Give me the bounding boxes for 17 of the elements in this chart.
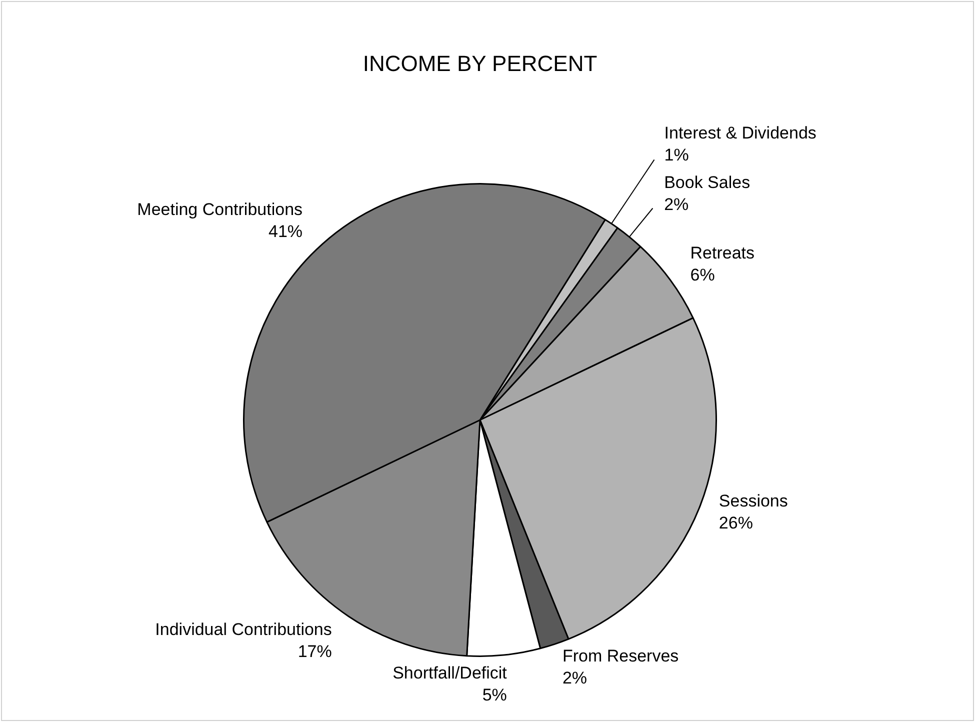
data-label: 26% xyxy=(718,513,753,532)
data-label: 5% xyxy=(482,686,507,705)
data-label: 1% xyxy=(664,145,689,164)
slice-label: From Reserves xyxy=(562,646,679,666)
slice-label: Book Sales xyxy=(664,172,750,192)
data-label: 41% xyxy=(268,222,303,242)
slice-label: Retreats xyxy=(690,244,755,263)
slice-label: Sessions xyxy=(718,491,788,510)
slice-label: Meeting Contributions xyxy=(137,200,303,220)
chart-title: INCOME BY PERCENT xyxy=(362,51,598,76)
data-label: 17% xyxy=(298,642,332,661)
slice-label: Interest & Dividends xyxy=(664,123,816,142)
data-label: 2% xyxy=(664,194,689,214)
data-label: 2% xyxy=(562,668,588,688)
slice-label: Shortfall/Deficit xyxy=(392,664,508,683)
data-label: 6% xyxy=(690,266,715,285)
slice-label: Individual Contributions xyxy=(155,620,332,639)
